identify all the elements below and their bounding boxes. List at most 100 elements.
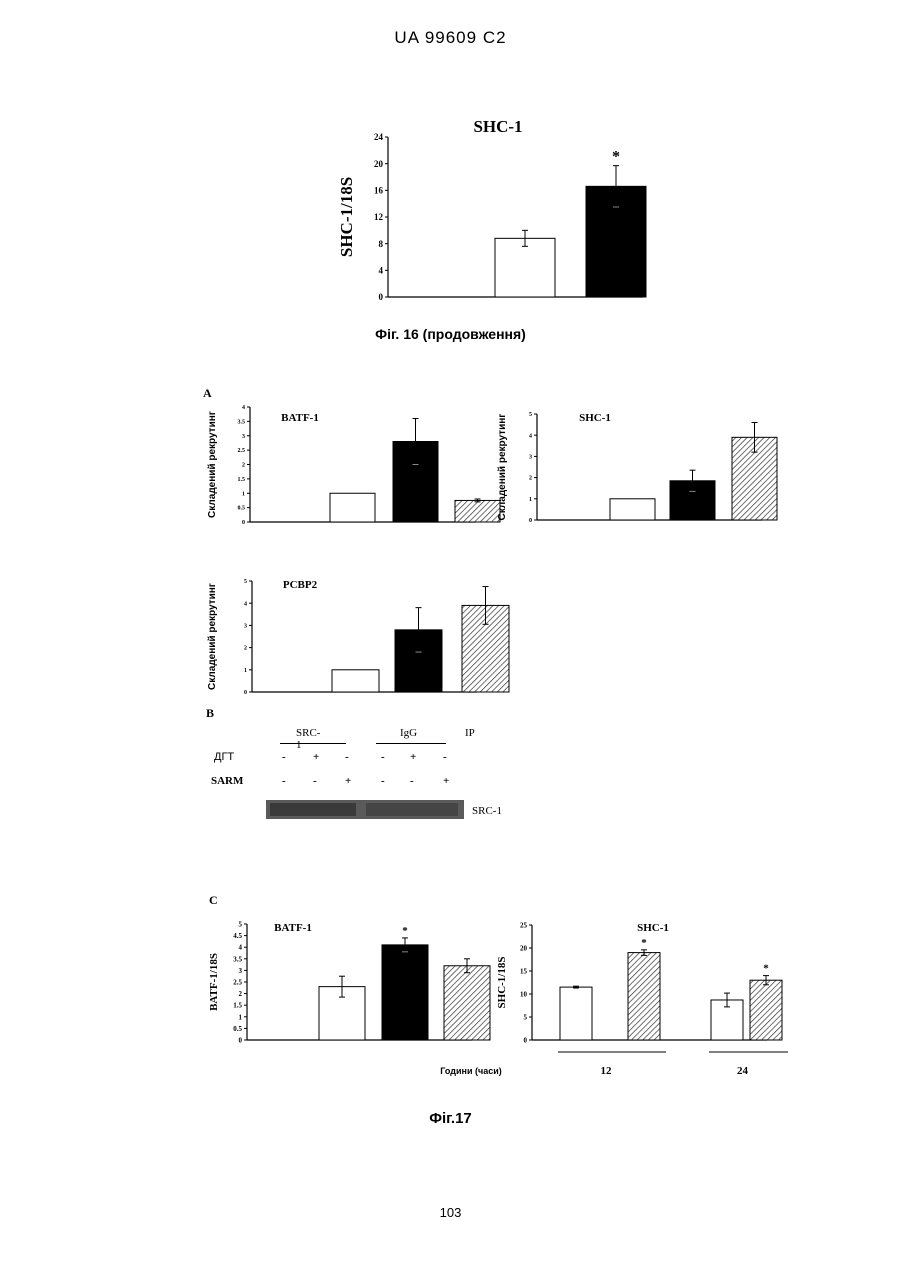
figure-16-caption: Фіг. 16 (продовження) <box>0 326 901 342</box>
blot-row1-label: ДГТ <box>214 751 234 763</box>
chart-title: BATF-1 <box>281 412 319 424</box>
y-axis-label: Складений рекрутинг <box>207 411 218 518</box>
y-tick-label: 5 <box>529 412 532 418</box>
significance-marker: * <box>763 963 769 975</box>
blot-src1-line <box>280 743 346 744</box>
bar <box>455 500 500 522</box>
y-tick-label: 1.5 <box>233 1002 242 1010</box>
bar <box>750 980 782 1040</box>
blot-sign: + <box>443 775 449 787</box>
y-tick-label: 4 <box>529 433 532 439</box>
y-axis-label: Складений рекрутинг <box>207 583 218 690</box>
patent-header: UA 99609 C2 <box>0 28 901 48</box>
chart-fig17c-batf1: 00.511.522.533.544.55BATF-1BATF-1/18S* <box>205 910 480 1050</box>
significance-marker: * <box>402 925 408 937</box>
y-tick-label: 0 <box>379 292 384 302</box>
y-tick-label: 2.5 <box>238 448 246 454</box>
y-tick-label: 1 <box>529 497 532 503</box>
y-tick-label: 2 <box>242 463 245 469</box>
significance-marker: * <box>641 937 647 949</box>
chart-fig17c-shc1: 0510152025SHC-1SHC-1/18S**1224Години (ча… <box>495 910 780 1085</box>
chart-fig17a-batf1: 00.511.522.533.54BATF-1Складений рекрути… <box>205 395 480 535</box>
y-tick-label: 1 <box>244 668 247 674</box>
bar <box>610 499 655 520</box>
bar <box>330 493 375 522</box>
page-number: 103 <box>0 1205 901 1220</box>
blot-group-src1: SRC-1 <box>296 727 320 751</box>
y-tick-label: 0.5 <box>233 1025 242 1033</box>
y-tick-label: 3.5 <box>233 955 242 963</box>
chart-fig17a-pcbp2: 0 1 2 3 4 5 PCBP2 Складений рекрутинг <box>205 565 480 705</box>
y-tick-label: 0 <box>242 520 245 526</box>
blot-sign: + <box>345 775 351 787</box>
y-tick-label: 3 <box>529 455 532 461</box>
y-tick-label: 24 <box>374 132 384 142</box>
blot-ip-label: IP <box>465 727 475 739</box>
blot-sign: - <box>443 751 447 763</box>
y-tick-label: 3.5 <box>238 419 246 425</box>
blot-row2-label: SARM <box>211 775 243 787</box>
chart-title: SHC-1 <box>579 412 611 424</box>
y-tick-label: 3 <box>242 434 245 440</box>
y-tick-label: 1 <box>242 491 245 497</box>
y-tick-label: 0 <box>524 1036 528 1044</box>
y-tick-label: 0 <box>239 1036 243 1044</box>
y-tick-label: 5 <box>239 920 243 928</box>
y-tick-label: 25 <box>520 921 528 929</box>
y-axis-label: BATF-1/18S <box>208 953 220 1011</box>
blot-sign: - <box>313 775 317 787</box>
y-tick-label: 0 <box>244 690 247 696</box>
blot-sign: - <box>345 751 349 763</box>
x-axis-label: Години (часи) <box>440 1066 502 1076</box>
blot-igg-line <box>376 743 446 744</box>
chart-title: SHC-1 <box>473 117 522 136</box>
blot-sign: + <box>410 751 416 763</box>
group-label: 24 <box>737 1065 749 1077</box>
blot-sign: - <box>410 775 414 787</box>
y-tick-label: 4 <box>244 601 247 607</box>
y-tick-label: 1 <box>239 1013 243 1021</box>
bar <box>332 670 379 692</box>
y-tick-label: 4 <box>239 944 243 952</box>
blot-group-igg: IgG <box>400 727 417 739</box>
y-tick-label: 8 <box>379 239 384 249</box>
y-tick-label: 2 <box>239 990 243 998</box>
y-tick-label: 4.5 <box>233 932 242 940</box>
y-tick-label: 4 <box>242 405 245 411</box>
blot-sign: - <box>381 775 385 787</box>
y-tick-label: 5 <box>244 579 247 585</box>
y-tick-label: 20 <box>374 159 384 169</box>
y-tick-label: 0 <box>529 518 532 524</box>
bar <box>382 945 428 1040</box>
y-tick-label: 10 <box>520 990 528 998</box>
y-tick-label: 2 <box>529 476 532 482</box>
blot-sign: - <box>282 751 286 763</box>
y-tick-label: 12 <box>374 212 384 222</box>
blot-band-strip <box>266 800 464 819</box>
y-tick-label: 20 <box>520 944 528 952</box>
blot-band-label: SRC-1 <box>472 805 502 817</box>
y-tick-label: 2.5 <box>233 978 242 986</box>
blot-sign: - <box>282 775 286 787</box>
y-tick-label: 0.5 <box>238 506 246 512</box>
y-tick-label: 3 <box>244 624 247 630</box>
panel-label-c: C <box>209 893 218 908</box>
chart-title: SHC-1 <box>637 922 669 934</box>
y-axis-label: SHC-1/18S <box>337 177 356 257</box>
y-tick-label: 2 <box>244 646 247 652</box>
y-tick-label: 16 <box>374 185 384 195</box>
y-axis-label: Складений рекрутинг <box>497 414 508 521</box>
bar <box>560 987 592 1040</box>
bar <box>444 966 490 1040</box>
significance-marker: * <box>612 149 620 166</box>
bar <box>628 953 660 1040</box>
chart-title: BATF-1 <box>274 922 312 934</box>
panel-label-b: B <box>206 706 214 721</box>
group-label: 12 <box>601 1065 613 1077</box>
blot-sign: + <box>313 751 319 763</box>
chart-title: PCBP2 <box>283 579 318 591</box>
y-axis-label: SHC-1/18S <box>496 957 508 1009</box>
y-tick-label: 5 <box>524 1013 528 1021</box>
y-tick-label: 4 <box>379 265 384 275</box>
y-tick-label: 15 <box>520 967 528 975</box>
